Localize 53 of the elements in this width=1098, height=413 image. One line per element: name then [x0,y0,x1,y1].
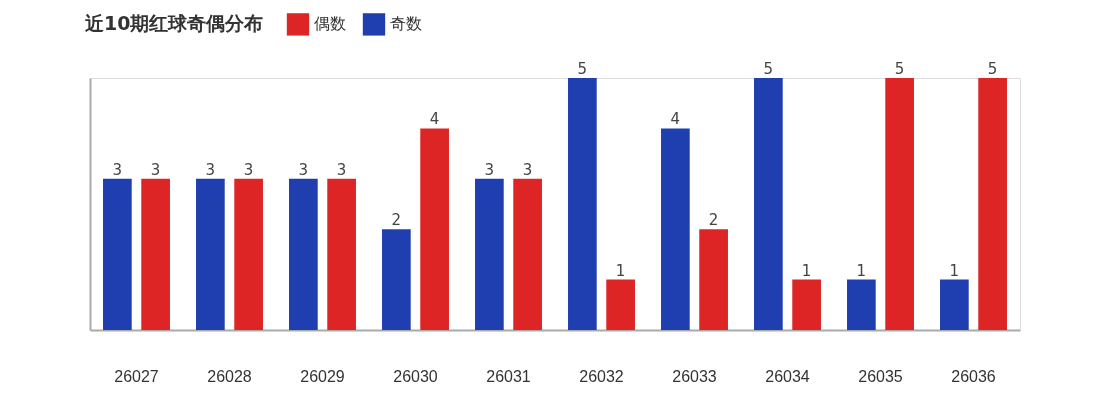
data-label: 3 [522,160,533,179]
x-tick-label: 26032 [579,367,624,385]
legend-label: 奇数 [390,14,422,34]
x-tick-label: 26033 [672,367,717,385]
bar [382,229,411,330]
data-label: 3 [112,160,123,179]
bar [699,229,728,330]
data-label: 4 [670,110,681,129]
data-label: 5 [763,60,774,78]
data-label: 3 [205,160,216,179]
data-label: 5 [894,60,905,78]
bar [513,178,542,330]
bar [327,178,356,330]
x-tick-label: 26035 [858,367,903,385]
data-label: 3 [484,160,495,179]
x-tick-label: 26031 [486,367,531,385]
legend-label: 偶数 [314,14,346,34]
bar [420,128,449,330]
bar [978,78,1007,330]
bar [847,279,876,330]
bar [289,178,318,330]
bar [606,279,635,330]
bar [234,178,263,330]
x-tick-label: 26027 [114,367,159,385]
data-label: 3 [298,160,309,179]
chart-title: 近10期红球奇偶分布 [84,12,264,34]
bar [475,178,504,330]
bar [196,178,225,330]
data-label: 5 [577,60,588,78]
x-tick-label: 26028 [207,367,252,385]
data-label: 1 [801,261,812,280]
data-label: 4 [429,110,440,129]
x-tick-label: 26030 [393,367,438,385]
x-tick-label: 26029 [300,367,345,385]
bar [141,178,170,330]
bar [568,78,597,330]
bar [885,78,914,330]
x-tick-label: 26034 [765,367,810,385]
data-label: 1 [949,261,960,280]
data-label: 2 [391,211,402,230]
data-label: 2 [708,211,719,230]
bar [661,128,690,330]
data-label: 3 [243,160,254,179]
bar [940,279,969,330]
data-label: 3 [336,160,347,179]
data-label: 1 [856,261,867,280]
data-label: 5 [987,60,998,78]
bar [792,279,821,330]
data-label: 1 [615,261,626,280]
bar [754,78,783,330]
data-label: 3 [150,160,161,179]
bar [103,178,132,330]
x-tick-label: 26036 [951,367,996,385]
